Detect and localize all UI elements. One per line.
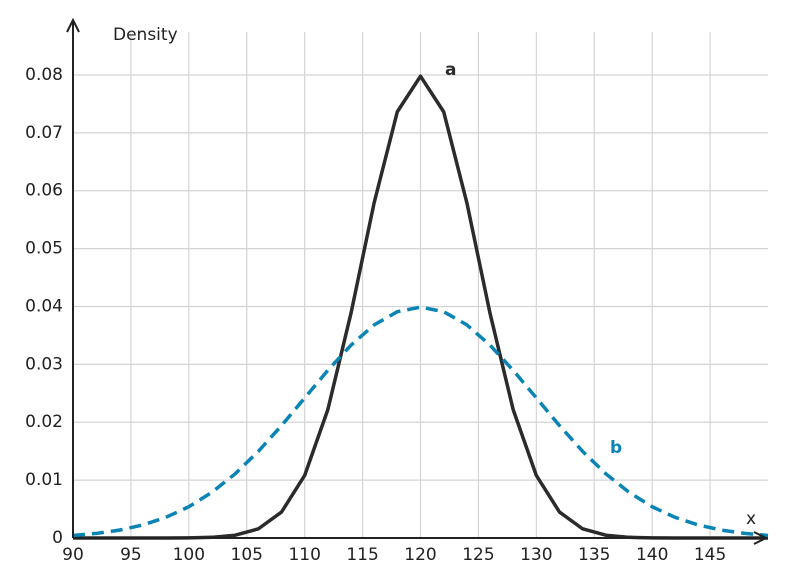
y-tick-label: 0.06 <box>25 181 63 201</box>
x-tick-label: 125 <box>462 545 494 565</box>
series-line <box>72 305 769 538</box>
x-tick-label: 105 <box>231 545 263 565</box>
series-label: a <box>445 60 456 80</box>
y-tick-label: 0.01 <box>25 470 63 490</box>
x-tick-label: 130 <box>520 545 552 565</box>
y-tick-label: 0.07 <box>25 123 63 143</box>
x-tick-label: 110 <box>288 545 320 565</box>
x-arrow <box>753 531 769 545</box>
x-tick-label: 140 <box>636 545 668 565</box>
x-tick-label: 145 <box>694 545 726 565</box>
y-arrow <box>66 17 80 33</box>
x-axis-label: x <box>746 509 756 529</box>
y-tick-label: 0 <box>52 528 63 548</box>
y-tick-label: 0.05 <box>25 239 63 259</box>
y-tick-label: 0.03 <box>25 354 63 374</box>
x-tick-label: 100 <box>173 545 205 565</box>
x-tick-label: 115 <box>346 545 378 565</box>
y-tick-label: 0.02 <box>25 412 63 432</box>
y-axis-label: Density <box>113 25 178 45</box>
y-tick-label: 0.04 <box>25 296 63 316</box>
x-tick-label: 90 <box>62 545 84 565</box>
x-tick-label: 120 <box>404 545 436 565</box>
y-tick-label: 0.08 <box>25 65 63 85</box>
series-label: b <box>610 438 622 458</box>
x-tick-label: 135 <box>578 545 610 565</box>
x-tick-label: 95 <box>120 545 142 565</box>
